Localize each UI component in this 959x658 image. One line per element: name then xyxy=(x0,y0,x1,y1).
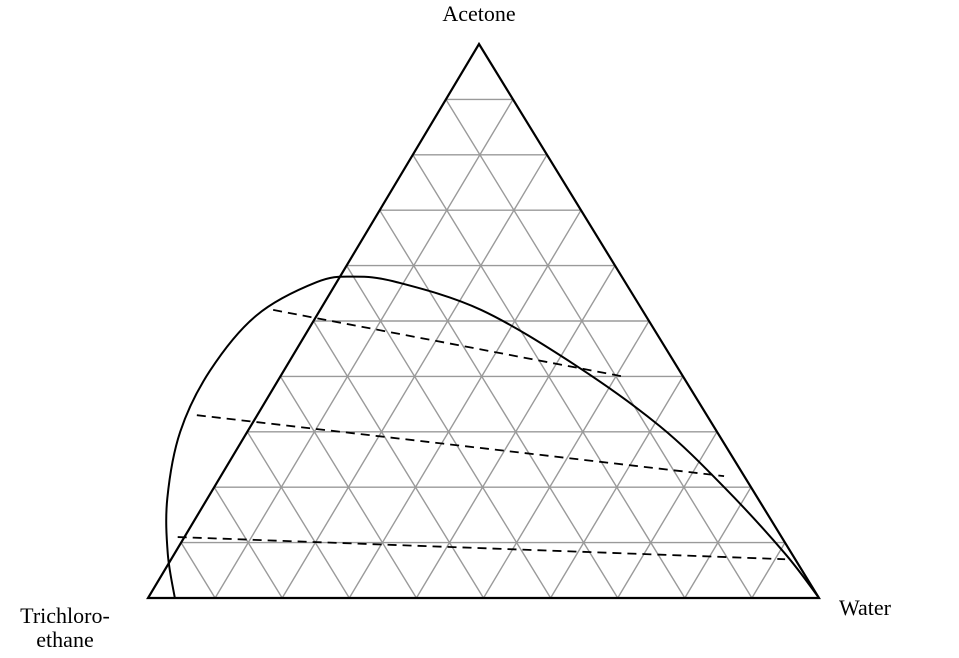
label-right-vertex: Water xyxy=(825,596,905,620)
ternary-diagram xyxy=(0,0,959,658)
tie-line-1 xyxy=(178,537,785,559)
tie-lines xyxy=(178,310,785,559)
label-left-vertex: Trichloro- ethane xyxy=(5,604,125,652)
label-top-vertex: Acetone xyxy=(419,2,539,26)
grid xyxy=(181,99,785,598)
